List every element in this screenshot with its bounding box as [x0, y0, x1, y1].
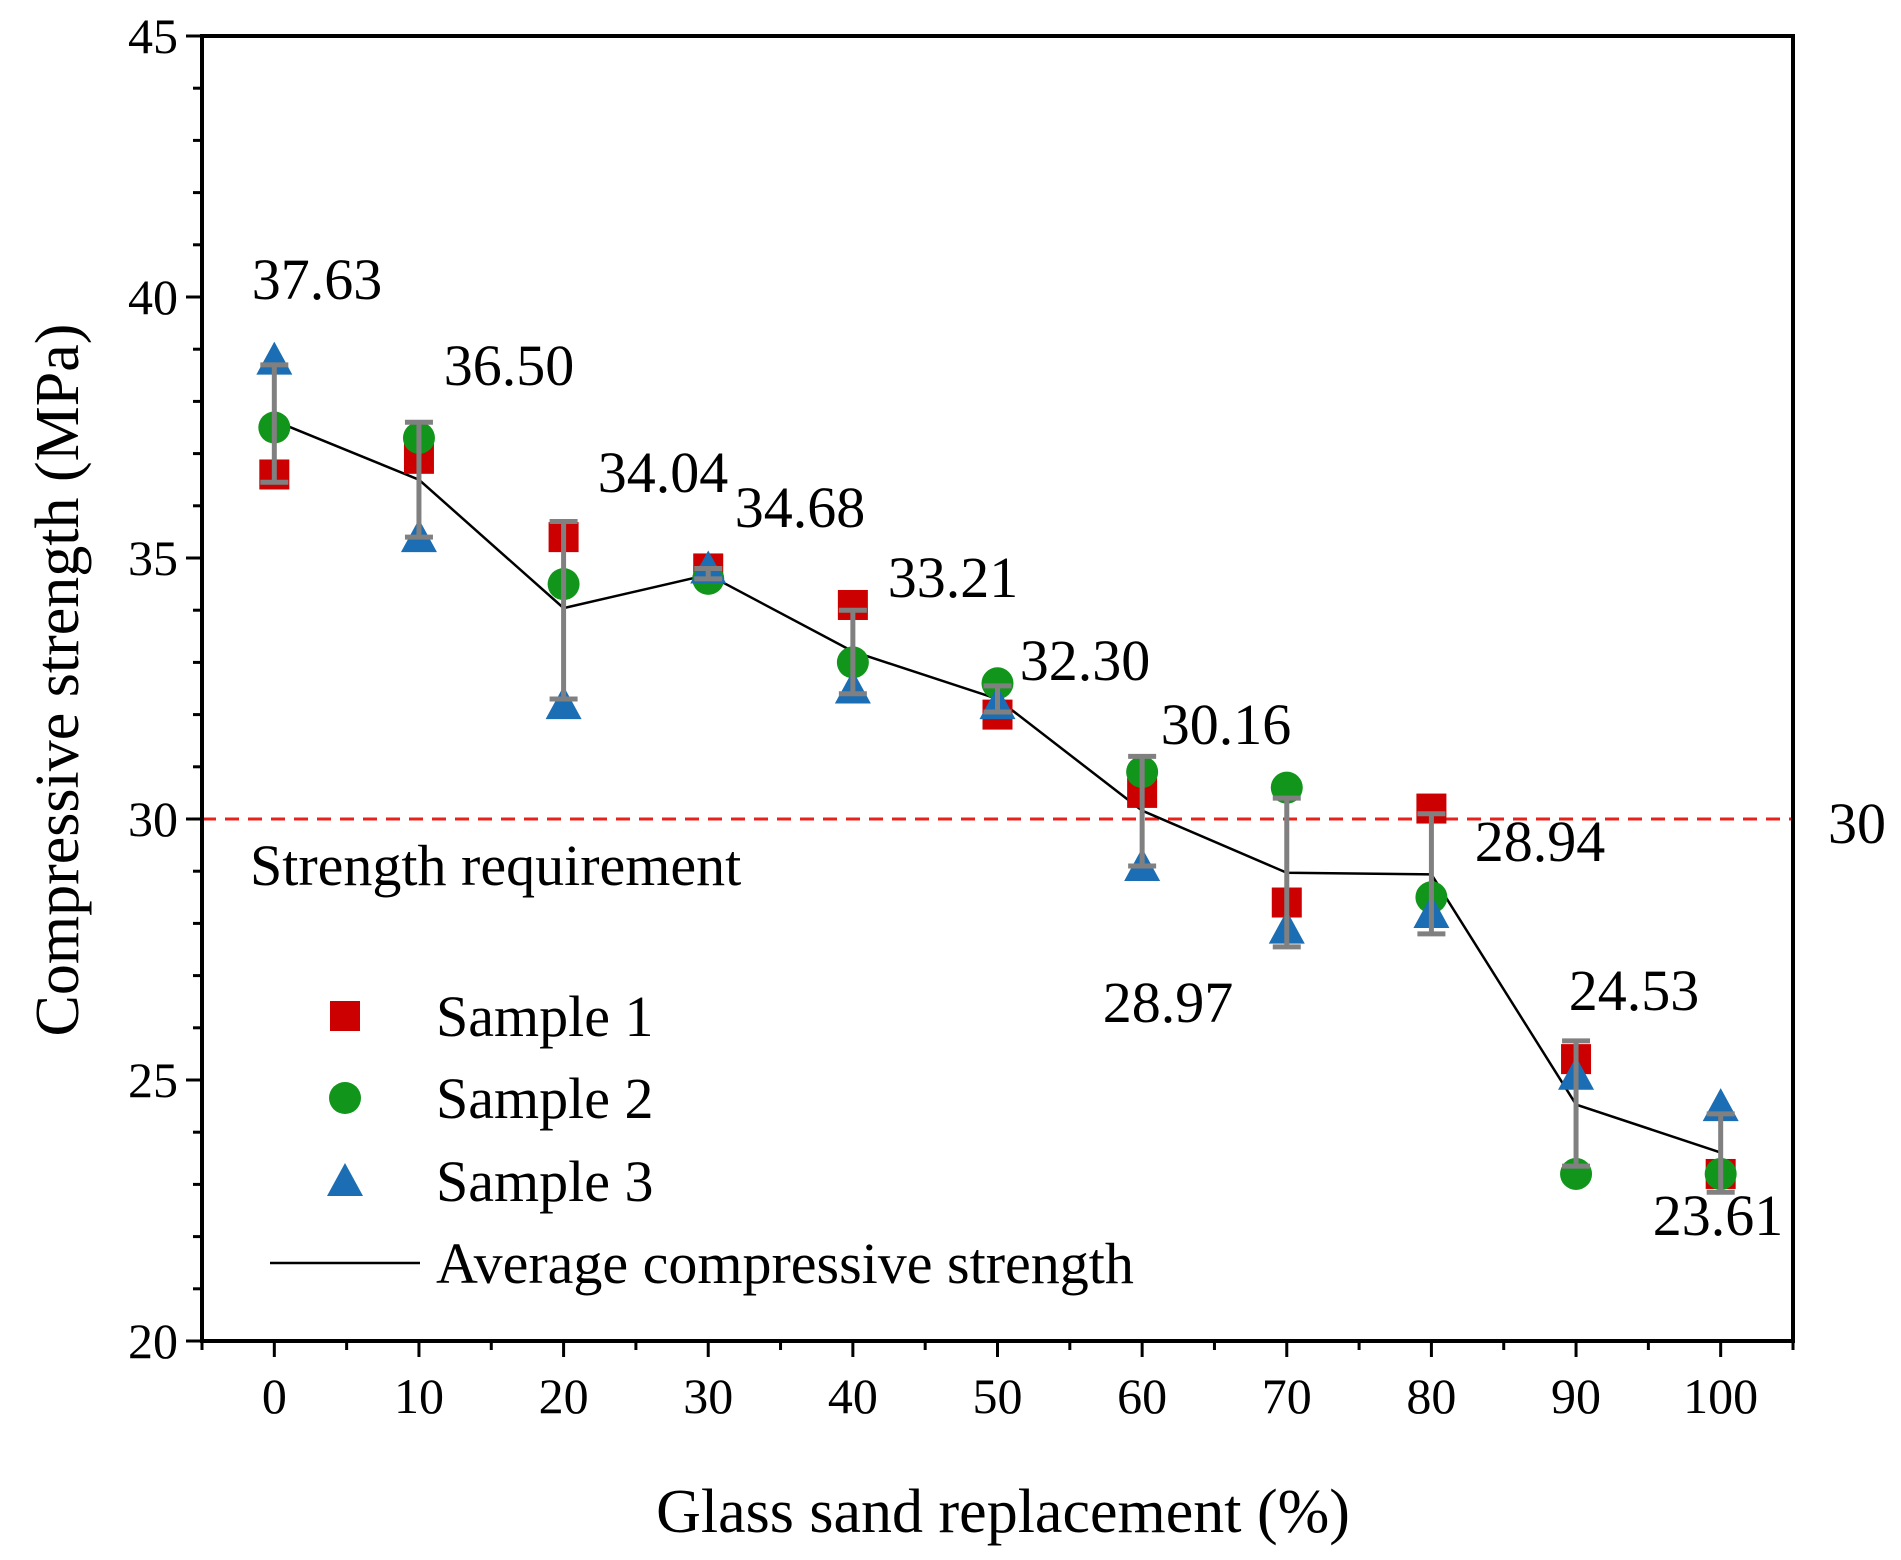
sample-2-point [981, 667, 1014, 700]
y-tick-label: 30 [128, 791, 178, 847]
legend: Sample 1 Sample 2 Sample 3 Average compress… [270, 984, 1134, 1296]
x-tick-label: 10 [394, 1368, 444, 1424]
y-tick-label: 35 [128, 530, 178, 586]
y-tick-label: 20 [128, 1313, 178, 1369]
data-label: 28.97 [1103, 970, 1234, 1035]
sample-points-group [256, 341, 1739, 1190]
legend-label: Sample 1 [436, 984, 653, 1049]
x-tick-label: 70 [1262, 1368, 1312, 1424]
strength-requirement-label: Strength requirement [250, 833, 741, 898]
axes-group: 0 10 20 30 40 50 60 70 80 90 100 20 25 30 35 40 45 [128, 8, 1795, 1424]
data-label: 30.16 [1161, 692, 1292, 757]
y-tick-label: 45 [128, 8, 178, 64]
data-label: 37.63 [252, 247, 383, 312]
legend-label: Average compressive strength [436, 1231, 1134, 1296]
x-tick-label: 80 [1406, 1368, 1456, 1424]
data-label: 23.61 [1653, 1183, 1784, 1248]
y-tick-label: 40 [128, 269, 178, 325]
x-tick-label: 50 [973, 1368, 1023, 1424]
x-tick-label: 100 [1683, 1368, 1758, 1424]
data-label: 33.21 [888, 545, 1019, 610]
reference-value-label: 30 [1828, 791, 1886, 856]
sample-3-point [545, 686, 582, 720]
legend-marker-triangle [327, 1163, 363, 1196]
data-label: 34.04 [598, 440, 729, 505]
error-bars-group [260, 362, 1735, 1195]
y-axis-title: Compressive strength (MPa) [24, 324, 92, 1037]
legend-label: Sample 3 [436, 1149, 653, 1214]
legend-marker-circle [329, 1082, 361, 1114]
data-label: 36.50 [444, 333, 575, 398]
x-tick-label: 30 [683, 1368, 733, 1424]
legend-label: Sample 2 [436, 1066, 653, 1131]
x-tick-label: 20 [539, 1368, 589, 1424]
data-label: 28.94 [1475, 809, 1606, 874]
x-tick-label: 60 [1117, 1368, 1167, 1424]
data-label: 32.30 [1020, 628, 1151, 693]
x-tick-label: 0 [262, 1368, 287, 1424]
y-tick-label: 25 [128, 1052, 178, 1108]
data-label: 34.68 [735, 475, 866, 540]
x-axis-title: Glass sand replacement (%) [656, 1478, 1350, 1546]
legend-marker-square [330, 1001, 360, 1031]
x-tick-label: 90 [1551, 1368, 1601, 1424]
x-tick-label: 40 [828, 1368, 878, 1424]
data-label: 24.53 [1569, 958, 1700, 1023]
